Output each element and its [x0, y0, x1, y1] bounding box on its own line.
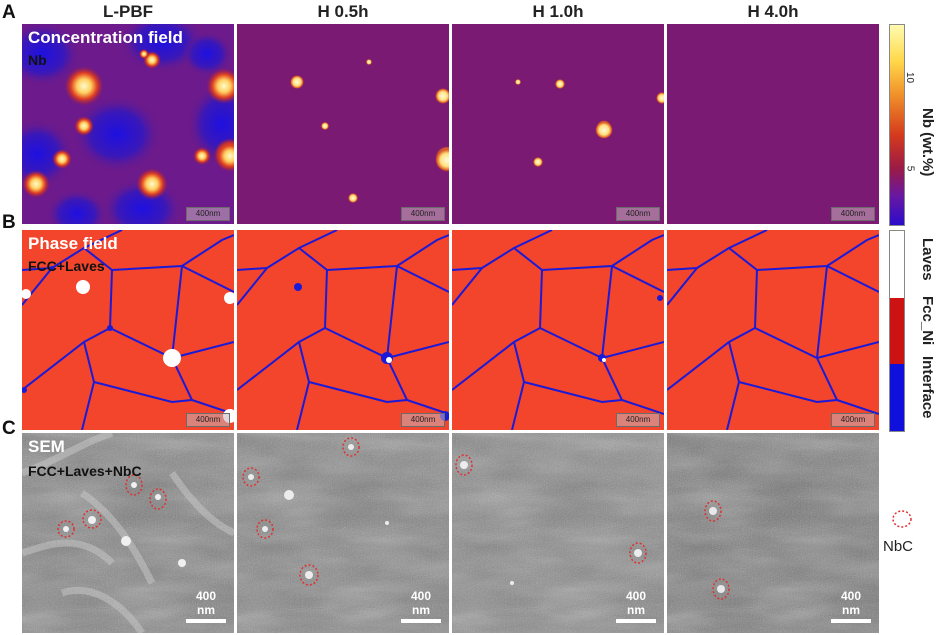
phase-panel-h10: 400nm	[452, 230, 664, 430]
phase-field-title: Phase field	[28, 234, 118, 253]
phase-colorbar	[889, 230, 905, 432]
nb-colorbar-tick-10: 10	[904, 71, 916, 84]
scale-bar: 400nm	[616, 413, 660, 427]
concentration-panel-h05: 400nm	[237, 24, 449, 224]
sem-image-h10	[452, 433, 664, 633]
scale-bar: 400nm	[186, 413, 230, 427]
nbc-legend-label: NbC	[883, 538, 914, 555]
phase-map-lpbf	[22, 230, 234, 430]
sem-image-h40	[667, 433, 879, 633]
column-header-lpbf: L-PBF	[102, 2, 154, 21]
row-letter-a: A	[2, 2, 16, 23]
row-letter-b: B	[2, 212, 16, 233]
column-header-h05: H 0.5h	[317, 2, 369, 21]
sem-panel-h05: 400 nm	[237, 433, 449, 633]
phase-panel-h05: 400nm	[237, 230, 449, 430]
phase-colorbar-interface-swatch	[890, 364, 904, 431]
scale-bar: 400nm	[186, 207, 230, 221]
sem-scale-bar-line	[401, 619, 441, 623]
sem-panel-h10: 400 nm	[452, 433, 664, 633]
column-header-h10: H 1.0h	[532, 2, 584, 21]
phase-field-subtitle: FCC+Laves	[28, 258, 105, 274]
concentration-panel-h10: 400nm	[452, 24, 664, 224]
sem-title: SEM	[28, 437, 65, 456]
phase-colorbar-laves-swatch	[890, 231, 904, 298]
sem-scale-bar-label: 400 nm	[625, 589, 647, 617]
sem-panel-lpbf: SEM FCC+Laves+NbC 400 nm	[22, 433, 234, 633]
nb-colorbar-label: Nb (wt.%)	[919, 108, 936, 177]
sem-image-h05	[237, 433, 449, 633]
sem-scale-bar-line	[186, 619, 226, 623]
sem-scale-bar-line	[616, 619, 656, 623]
sem-scale-bar-label: 400 nm	[410, 589, 432, 617]
sem-subtitle: FCC+Laves+NbC	[28, 463, 142, 479]
phase-map-h05	[237, 230, 449, 430]
sem-scale-bar-label: 400 nm	[195, 589, 217, 617]
concentration-field-subtitle: Nb	[28, 52, 47, 68]
phase-colorbar-fcc-swatch	[890, 297, 904, 365]
sem-panel-h40: 400 nm	[667, 433, 879, 633]
scale-bar: 400nm	[401, 207, 445, 221]
sem-scale-bar-label: 400 nm	[840, 589, 862, 617]
column-header-h40: H 4.0h	[747, 2, 799, 21]
scale-bar: 400nm	[401, 413, 445, 427]
phase-panel-h40: 400nm	[667, 230, 879, 430]
nbc-legend-marker-icon	[892, 510, 912, 528]
concentration-map-h10	[452, 24, 664, 224]
scale-bar: 400nm	[831, 413, 875, 427]
phase-map-h10	[452, 230, 664, 430]
phase-colorbar-label-interface: Interface	[919, 356, 936, 419]
phase-colorbar-label-fcc: Fcc_Ni	[919, 296, 936, 346]
sem-scale-bar: 400 nm	[401, 589, 441, 623]
concentration-panel-lpbf: Concentration field Nb 400nm	[22, 24, 234, 224]
scale-bar: 400nm	[616, 207, 660, 221]
sem-scale-bar: 400 nm	[831, 589, 871, 623]
phase-colorbar-label-laves: Laves	[919, 238, 936, 281]
sem-scale-bar: 400 nm	[186, 589, 226, 623]
nb-colorbar-tick-5: 5	[904, 165, 916, 172]
concentration-panel-h40: 400nm	[667, 24, 879, 224]
concentration-map-h05	[237, 24, 449, 224]
scale-bar: 400nm	[831, 207, 875, 221]
concentration-field-title: Concentration field	[28, 28, 183, 47]
sem-image-lpbf	[22, 433, 234, 633]
concentration-map-lpbf	[22, 24, 234, 224]
concentration-map-h40	[667, 24, 879, 224]
phase-panel-lpbf: Phase field FCC+Laves 400nm	[22, 230, 234, 430]
nb-colorbar	[889, 24, 905, 226]
phase-map-h40	[667, 230, 879, 430]
sem-scale-bar-line	[831, 619, 871, 623]
row-letter-c: C	[2, 418, 16, 439]
sem-scale-bar: 400 nm	[616, 589, 656, 623]
